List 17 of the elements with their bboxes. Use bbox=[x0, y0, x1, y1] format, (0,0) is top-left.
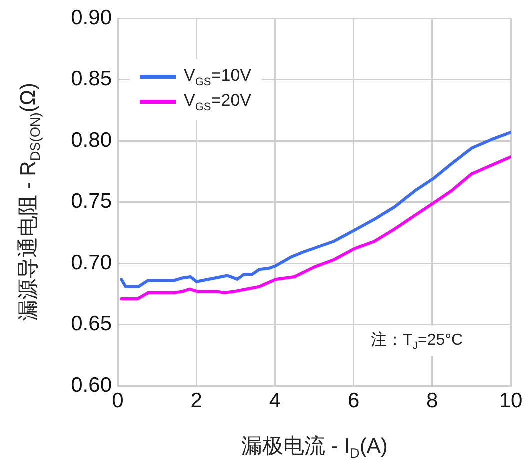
annotation: 注：T$_{J}$=25°C bbox=[363, 326, 472, 356]
x-tick-label: 4 bbox=[269, 389, 282, 412]
y-tick-label: 0.65 bbox=[71, 312, 112, 336]
y-tick-label: 0.70 bbox=[71, 251, 112, 274]
y-tick-label: 0.85 bbox=[71, 68, 112, 91]
y-tick-label: 0.75 bbox=[71, 190, 112, 214]
x-tick-label: 10 bbox=[499, 389, 523, 412]
y-tick-label: 0.90 bbox=[71, 6, 112, 30]
x-tick-label: 2 bbox=[190, 389, 202, 412]
x-axis-title: 漏极电流 - I$_{D}$(A) bbox=[242, 434, 388, 462]
y-tick-label: 0.80 bbox=[71, 128, 112, 152]
x-tick-label: 6 bbox=[348, 389, 360, 412]
legend-label: V$_{GS}$=20V bbox=[184, 90, 252, 114]
y-tick-label: 0.60 bbox=[71, 374, 112, 397]
x-tick-label: 8 bbox=[426, 389, 438, 412]
legend-label: V$_{GS}$=10V bbox=[184, 66, 252, 88]
x-tick-label: 0 bbox=[112, 389, 124, 412]
